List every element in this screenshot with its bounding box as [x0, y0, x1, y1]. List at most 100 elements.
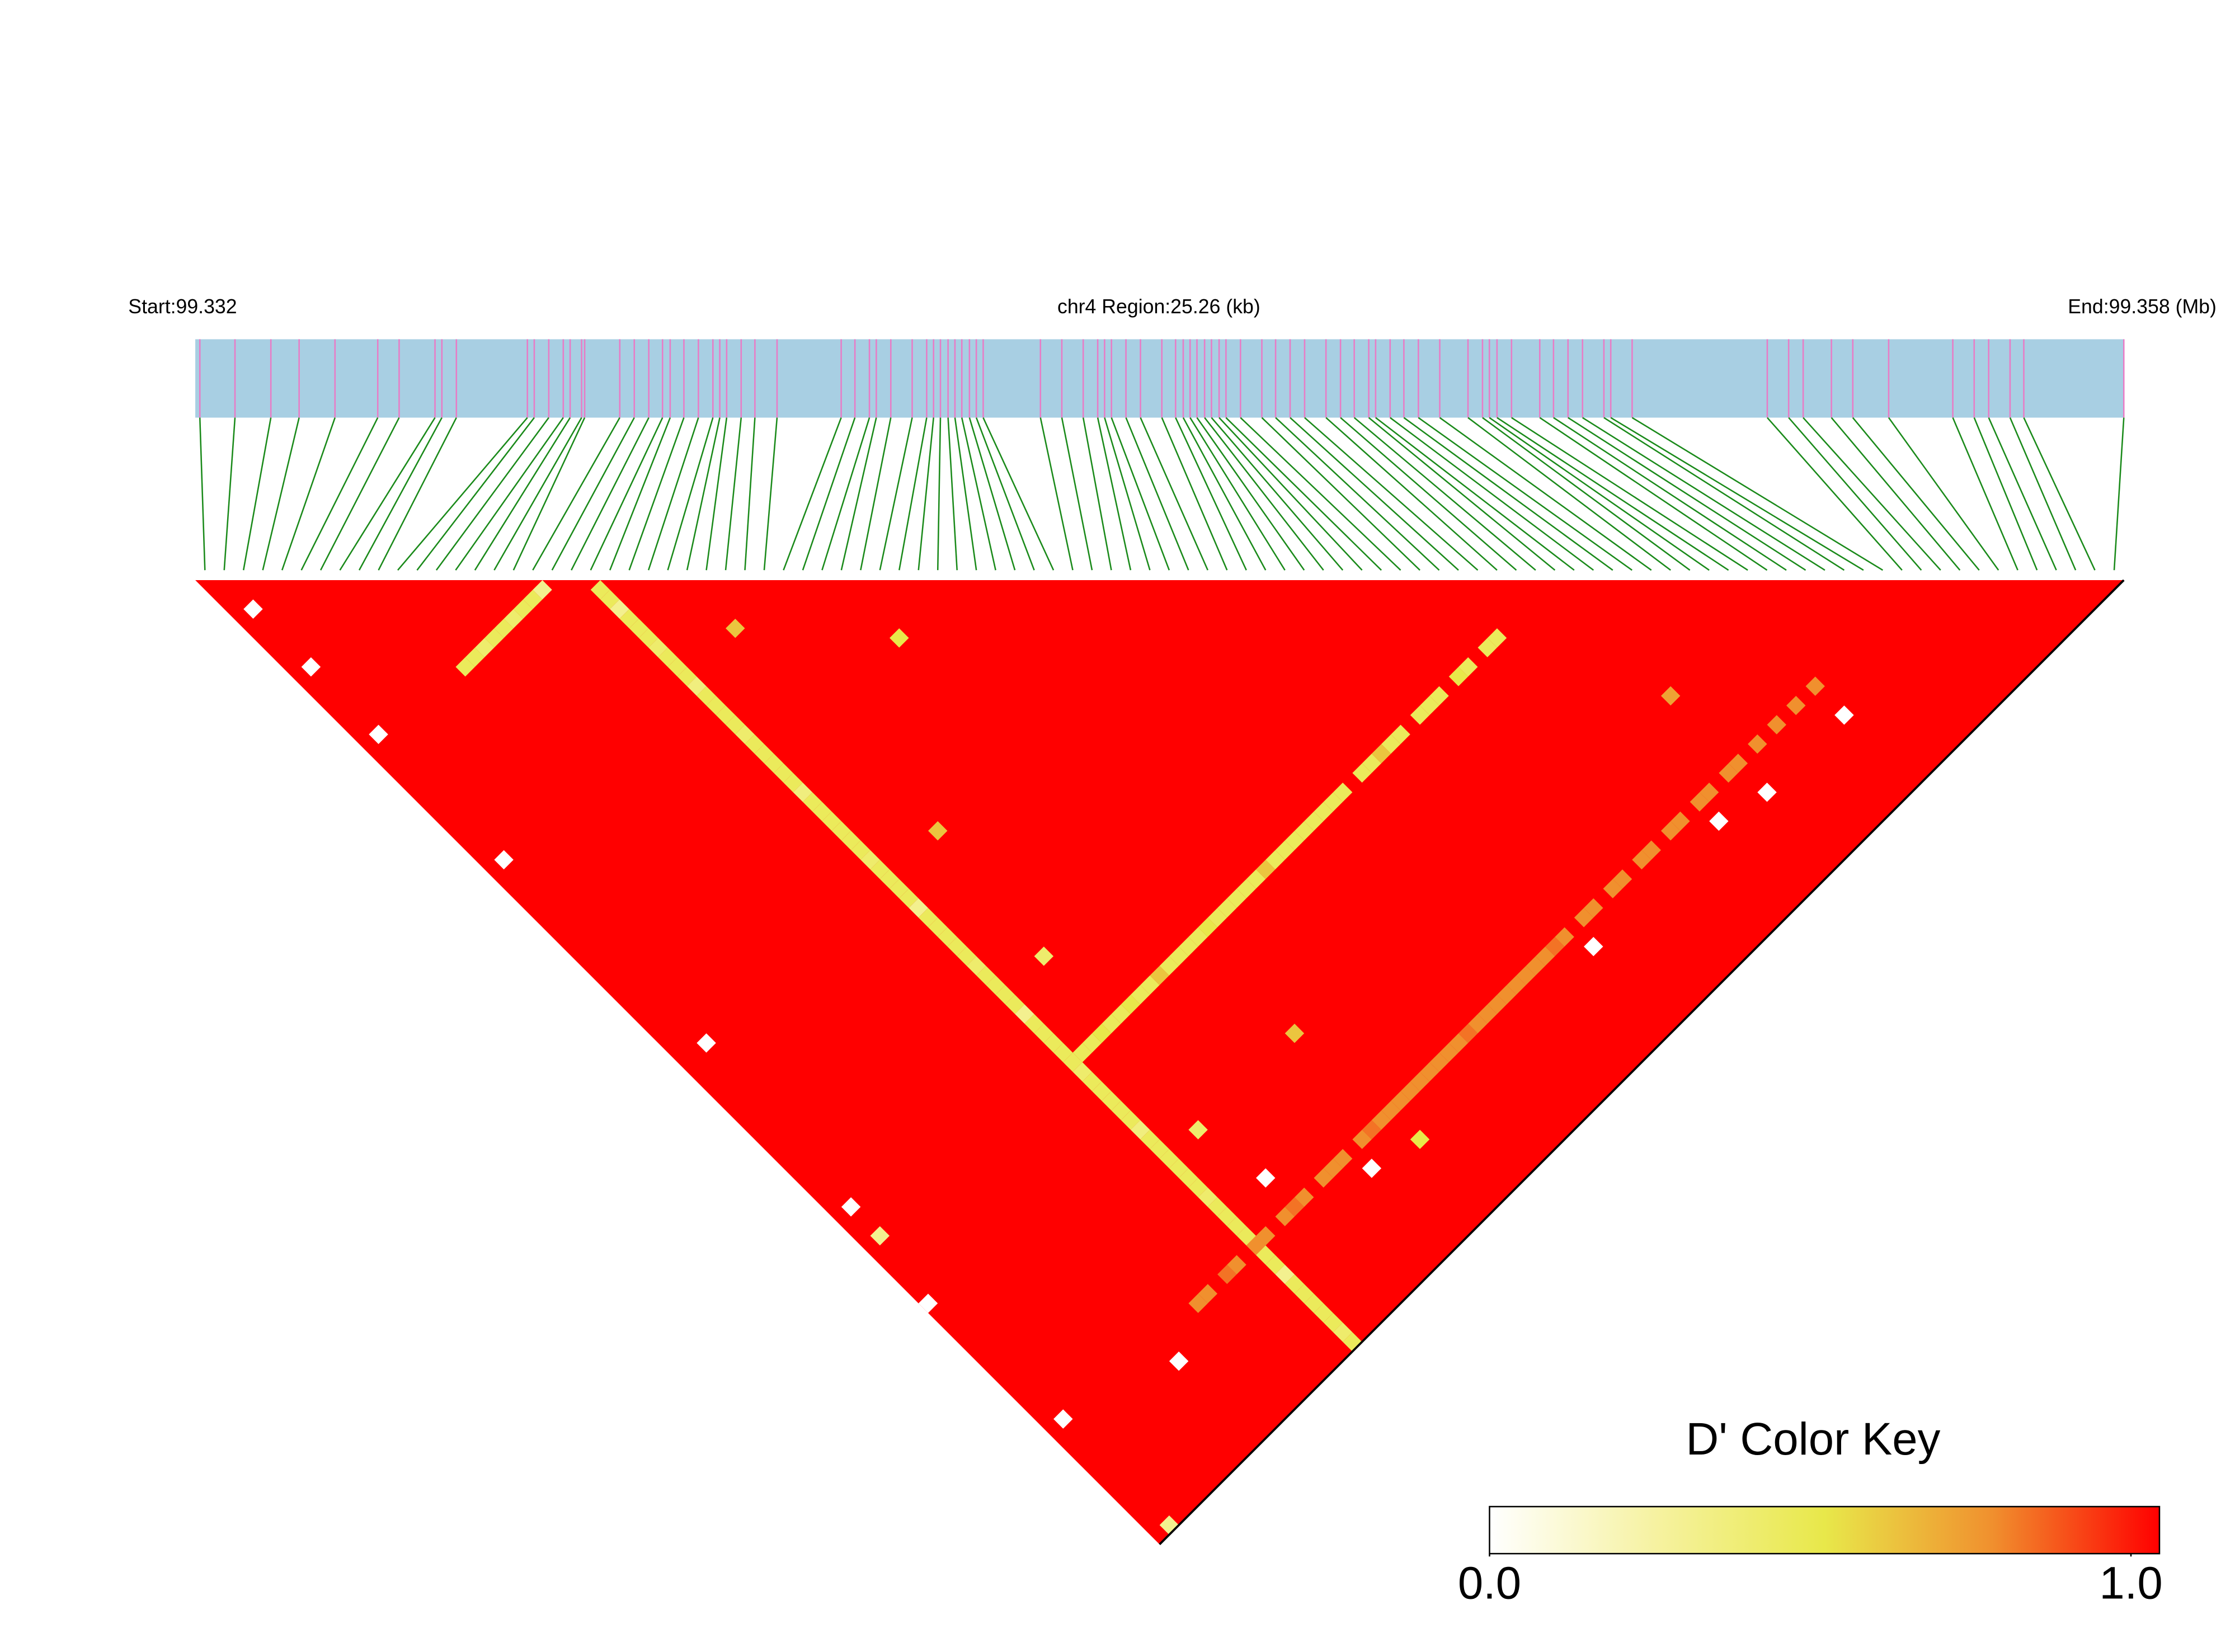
snp-connector — [1403, 417, 1613, 571]
ld-cell — [1612, 869, 1632, 889]
snp-connector — [1175, 417, 1247, 571]
ld-cell — [1516, 966, 1536, 985]
ld-cell — [1487, 995, 1507, 1014]
ld-cell — [590, 580, 610, 600]
ld-cell — [533, 580, 552, 600]
ld-cell — [629, 618, 649, 638]
ld-cell — [1834, 705, 1854, 725]
ld-cell — [726, 618, 745, 638]
snp-connector — [1061, 417, 1093, 571]
ld-cell — [1323, 1312, 1343, 1333]
snp-connector — [961, 417, 996, 571]
snp-connector — [860, 417, 892, 571]
snp-connector — [1439, 417, 1652, 571]
snp-connector — [686, 417, 721, 571]
snp-connector — [1353, 417, 1536, 571]
snp-connector — [1582, 417, 1825, 571]
ld-cell — [1198, 1187, 1218, 1207]
ld-cell — [697, 1033, 716, 1053]
ld-cell — [1140, 1129, 1160, 1149]
ld-cell — [1256, 1226, 1276, 1246]
ld-cell — [1179, 936, 1198, 957]
ld-cell — [1671, 811, 1690, 831]
ld-cell — [706, 695, 726, 716]
snp-connector — [1603, 417, 1845, 571]
ld-cell — [957, 946, 977, 966]
key-title: D' Color Key — [1686, 1414, 1940, 1465]
ld-cell — [1294, 1284, 1314, 1303]
color-key — [1489, 1505, 2161, 1555]
snp-connector — [1482, 417, 1691, 571]
snp-connector — [1125, 417, 1189, 571]
snp-connector — [1390, 417, 1594, 571]
triangle-edge — [1159, 579, 2125, 1545]
snp-connector — [1568, 417, 1806, 571]
ld-cell — [1082, 1033, 1102, 1053]
ld-cell — [1198, 1284, 1218, 1303]
ld-cell — [928, 917, 948, 937]
ld-cell — [793, 782, 813, 802]
snp-connector — [898, 417, 928, 571]
ld-cell — [484, 628, 504, 648]
snp-connector — [1539, 417, 1768, 571]
snp-connector — [1340, 417, 1517, 571]
start-label: Start:99.332 — [128, 295, 237, 318]
ld-cell — [1275, 1207, 1295, 1226]
snp-connector — [2009, 417, 2077, 571]
ld-cell — [1323, 1159, 1343, 1178]
region-label: chr4 Region:25.26 (kb) — [1057, 295, 1260, 318]
ld-cell — [1458, 1023, 1478, 1043]
ld-cell — [1400, 1081, 1420, 1101]
ld-cell — [494, 618, 514, 638]
ld-cell — [1352, 763, 1372, 783]
ld-cell — [1381, 1100, 1401, 1121]
ld-cell — [1709, 811, 1729, 831]
snp-connector — [1261, 417, 1420, 571]
ld-cell — [465, 647, 485, 667]
snp-connector — [628, 417, 685, 571]
snp-connector — [512, 417, 586, 571]
ld-cell — [1304, 811, 1324, 831]
ld-cell — [870, 1226, 890, 1246]
ld-cell — [687, 676, 707, 696]
snp-connector — [1610, 417, 1864, 571]
ld-cell — [513, 599, 533, 619]
ld-cell — [1660, 686, 1681, 706]
snp-connector — [358, 417, 443, 571]
ld-cell — [841, 831, 861, 850]
snp-connector — [1418, 417, 1632, 571]
ld-cell — [1333, 1149, 1353, 1169]
ld-cell — [1448, 667, 1469, 686]
snp-connector — [300, 417, 379, 571]
snp-connector — [1852, 417, 1980, 571]
ld-cell — [1169, 946, 1189, 966]
ld-cell — [764, 754, 784, 773]
ld-cell — [1805, 676, 1825, 696]
region-bar — [195, 339, 2124, 418]
ld-cell — [610, 599, 629, 619]
ld-cell — [697, 686, 716, 706]
ld-cell — [677, 667, 697, 686]
ld-cell — [1314, 1168, 1333, 1188]
snp-connector — [1225, 417, 1382, 571]
ld-cell — [890, 628, 909, 648]
ld-cell — [1159, 956, 1179, 976]
ld-cell — [754, 744, 774, 764]
snp-connector — [1553, 417, 1787, 571]
ld-cell — [369, 724, 388, 745]
ld-cell — [648, 638, 668, 657]
key-tick-label: 0.0 — [1458, 1557, 1521, 1608]
ld-cell — [1439, 1043, 1458, 1062]
ld-cell — [1082, 1072, 1102, 1091]
snp-connector — [1275, 417, 1440, 571]
snp-connector — [1368, 417, 1556, 571]
snp-connector — [435, 417, 549, 571]
ld-cell — [243, 599, 263, 619]
snp-connector — [319, 417, 400, 571]
ld-cell — [879, 869, 900, 889]
snp-connector — [1218, 417, 1363, 571]
ld-cell — [1005, 995, 1025, 1014]
snp-connector — [1888, 417, 1999, 571]
snp-connector — [1104, 417, 1151, 571]
